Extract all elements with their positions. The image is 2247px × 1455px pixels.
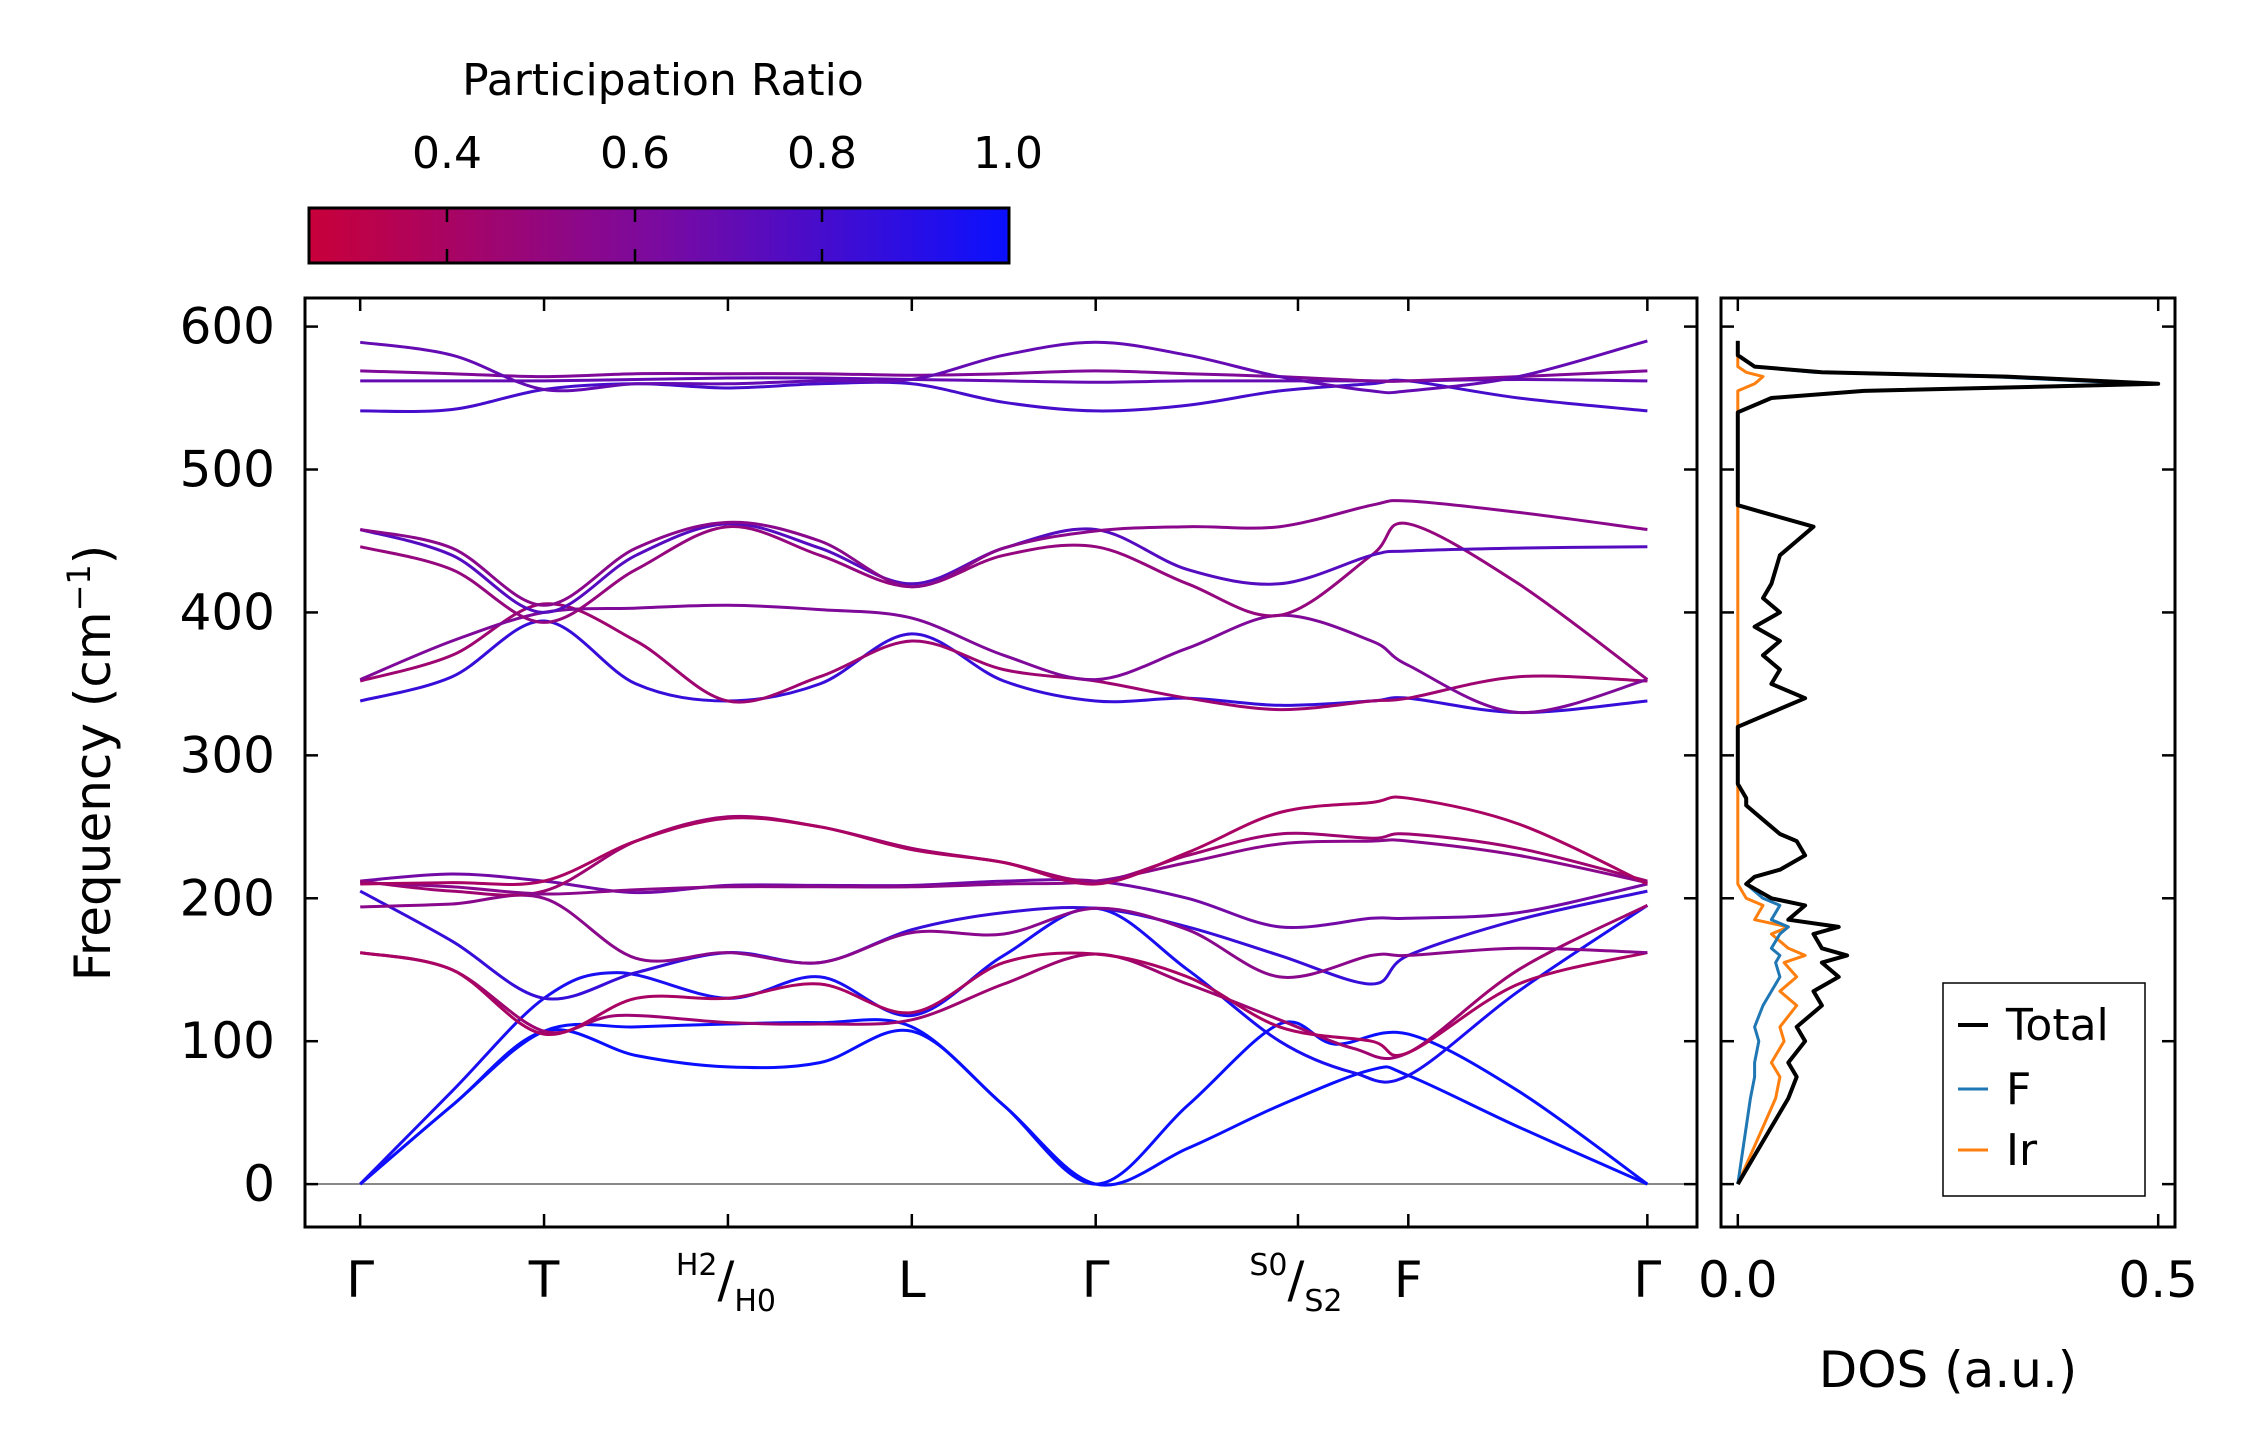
dos-x-tick-label: 0.0 [1698,1251,1778,1309]
kpoint-label: H2/H0 [676,1248,776,1319]
colorbar-tick-label: 1.0 [973,128,1043,179]
band-line-mid-11 [360,795,1649,886]
legend-label-total: Total [2005,1000,2109,1051]
y-axis-label-text: Frequency (cm [64,611,122,981]
kpoint-label-sup: S0 [1249,1248,1287,1283]
kpoint-label: Γ [1082,1251,1110,1309]
kpoint-label: F [1394,1251,1423,1309]
kpoint-label-slash: / [1288,1251,1305,1309]
dos-x-axis-label: DOS (a.u.) [1819,1341,2078,1399]
y-tick-label: 300 [180,726,275,784]
kpoint-label: S0/S2 [1249,1248,1342,1319]
band-line-acoustic-2 [359,1018,1649,1186]
y-axis-label-exponent: −1 [60,564,98,611]
legend-label-f: F [2006,1064,2031,1115]
dos-lines [1735,340,2161,1186]
band-line-top-3 [360,369,1648,383]
x-ticks: Γ T H2/H0 L Γ S0/S2 F Γ [346,298,1661,1319]
band-line-high-6 [359,499,1648,607]
kpoint-label: T [528,1251,560,1309]
dos-panel: 0.0 0.5 DOS (a.u.) Total F Ir [1698,296,2198,1399]
dos-ticks: 0.0 0.5 [1698,298,2198,1309]
y-ticks: 0 100 200 300 400 500 600 [180,298,1697,1213]
kpoint-label: Γ [346,1251,374,1309]
legend-label-ir: Ir [2006,1125,2038,1176]
colorbar-tick-label: 0.4 [412,128,482,179]
band-line-high-5 [359,522,1648,614]
dos-plot-frame [1719,296,2177,1229]
band-plot-frame [303,296,1699,1229]
band-line-top-4 [359,339,1648,395]
y-tick-label: 100 [180,1012,275,1070]
band-line-mid-8 [360,872,1648,929]
dos-legend: Total F Ir [1942,982,2146,1197]
band-line-low-6 [359,951,1648,1058]
colorbar-title: Participation Ratio [462,55,864,106]
dos-line-total [1735,340,2161,1186]
y-tick-label: 600 [180,298,275,356]
colorbar: Participation Ratio 0.4 0.6 0.8 1.0 [307,55,1043,265]
kpoint-label-sub: S2 [1304,1284,1342,1319]
y-tick-label: 400 [180,583,275,641]
y-axis-label-close: ) [64,545,122,565]
band-line-acoustic-3 [359,904,1649,1186]
band-line-mid-7 [360,893,1648,979]
y-tick-label: 200 [180,869,275,927]
band-line-high-4 [359,521,1649,681]
y-tick-label: 500 [180,441,275,499]
colorbar-tick-label: 0.8 [787,128,857,179]
band-lines [359,339,1649,1187]
kpoint-label-sup: H2 [676,1248,718,1283]
dos-line-ir [1736,340,1807,1185]
kpoint-label: L [898,1251,926,1309]
colorbar-ticks [445,208,824,263]
colorbar-tick-label: 0.6 [600,128,670,179]
y-axis-label: Frequency (cm−1) [60,545,122,982]
kpoint-label-slash: / [718,1251,735,1309]
band-line-high-1 [359,619,1648,715]
colorbar-gradient [307,206,1011,265]
colorbar-tick-labels: 0.4 0.6 0.8 1.0 [412,128,1043,179]
band-line-low-4 [359,889,1648,1001]
kpoint-label: Γ [1633,1251,1661,1309]
y-tick-label: 0 [243,1155,275,1213]
dos-x-tick-label: 0.5 [2118,1251,2198,1309]
band-line-mid-10 [360,838,1648,896]
band-line-high-2 [359,602,1648,712]
kpoint-label-sub: H0 [734,1284,776,1319]
